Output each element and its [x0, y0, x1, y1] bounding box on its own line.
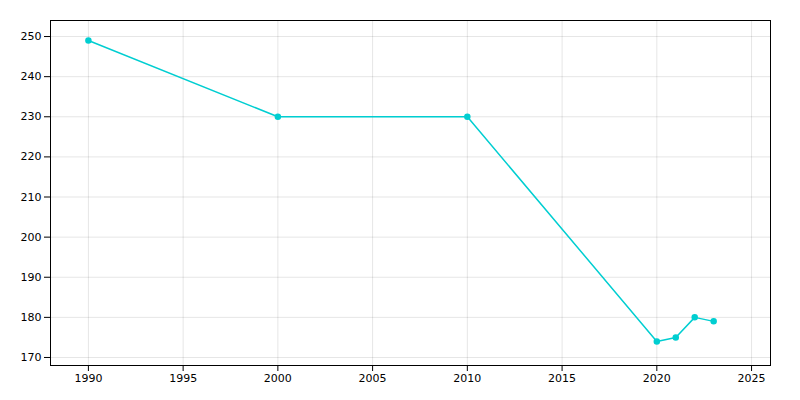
- svg-text:210: 210: [21, 191, 42, 204]
- svg-text:1995: 1995: [169, 372, 197, 385]
- svg-text:2015: 2015: [548, 372, 576, 385]
- svg-text:250: 250: [21, 30, 42, 43]
- svg-text:1990: 1990: [74, 372, 102, 385]
- svg-text:220: 220: [21, 150, 42, 163]
- svg-text:170: 170: [21, 351, 42, 364]
- svg-text:2000: 2000: [264, 372, 292, 385]
- svg-text:200: 200: [21, 231, 42, 244]
- svg-text:180: 180: [21, 311, 42, 324]
- svg-text:190: 190: [21, 271, 42, 284]
- svg-text:2025: 2025: [738, 372, 766, 385]
- svg-text:230: 230: [21, 110, 42, 123]
- svg-text:2010: 2010: [453, 372, 481, 385]
- svg-text:240: 240: [21, 70, 42, 83]
- svg-text:2020: 2020: [643, 372, 671, 385]
- svg-text:2005: 2005: [359, 372, 387, 385]
